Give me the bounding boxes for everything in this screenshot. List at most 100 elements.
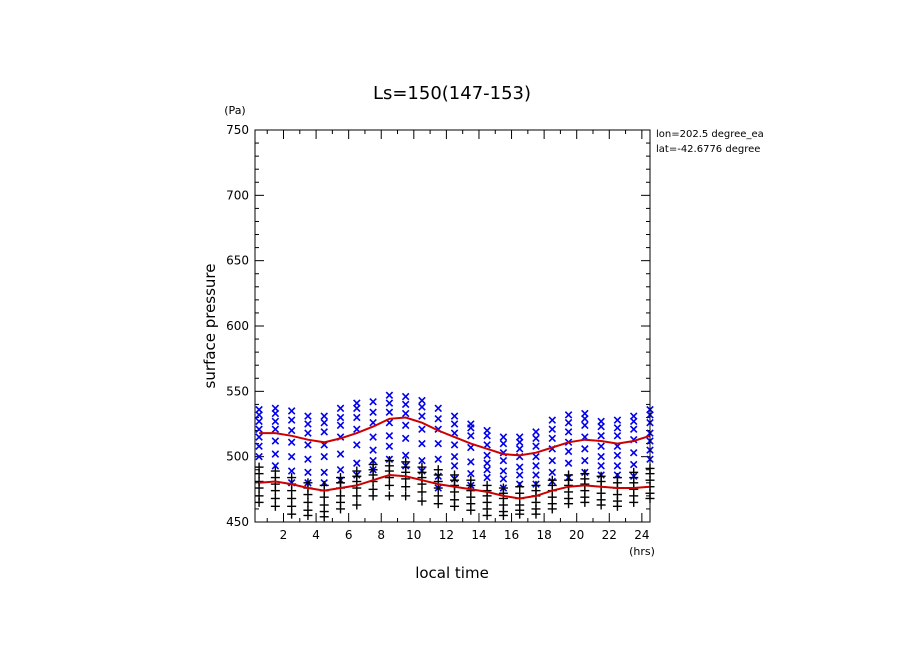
x-marker — [548, 434, 557, 443]
x-marker-stroke — [271, 450, 280, 458]
plus-marker — [482, 510, 492, 520]
x-marker-stroke — [401, 451, 410, 460]
x-marker — [450, 441, 459, 449]
plus-marker — [433, 491, 443, 501]
x-marker — [532, 471, 540, 479]
x-marker-stroke — [499, 439, 508, 448]
x-marker — [418, 412, 426, 420]
x-marker-stroke — [353, 413, 361, 422]
plus-marker — [254, 469, 264, 479]
x-marker-stroke — [304, 441, 312, 449]
x-marker-stroke — [401, 392, 410, 401]
x-marker-stroke — [581, 445, 589, 453]
x-marker — [369, 408, 377, 417]
x-marker — [450, 420, 459, 428]
x-marker — [320, 418, 328, 427]
x-marker-stroke — [385, 442, 394, 450]
plus-marker — [417, 487, 427, 497]
plus-marker — [319, 512, 329, 522]
x-marker — [255, 417, 263, 426]
x-marker-stroke — [515, 463, 524, 471]
x-marker-stroke — [369, 446, 377, 454]
x-marker — [548, 468, 557, 477]
x-marker-stroke — [304, 412, 312, 420]
x-marker-stroke — [499, 475, 508, 483]
x-marker-stroke — [401, 400, 410, 409]
x-marker — [597, 422, 605, 431]
x-marker — [418, 396, 426, 405]
x-marker — [597, 462, 605, 470]
x-marker-stroke — [483, 473, 491, 482]
x-marker-stroke — [629, 460, 638, 469]
x-marker-stroke — [548, 416, 557, 424]
plus-marker — [531, 509, 541, 519]
x-marker — [385, 399, 394, 407]
x-tick-label: 24 — [634, 528, 649, 542]
x-marker-stroke — [499, 456, 508, 465]
x-marker-stroke — [353, 425, 361, 433]
x-marker-stroke — [548, 468, 557, 477]
x-marker — [564, 459, 573, 467]
x-marker — [467, 443, 475, 452]
x-marker-stroke — [418, 456, 426, 465]
x-tick-label: 16 — [504, 528, 519, 542]
x-marker-stroke — [255, 425, 263, 433]
x-marker — [304, 468, 312, 477]
x-marker — [304, 429, 312, 437]
x-marker — [353, 404, 361, 413]
x-marker-stroke — [401, 409, 410, 418]
x-marker — [369, 433, 377, 441]
x-marker-stroke — [483, 451, 491, 460]
x-marker — [401, 434, 410, 443]
plus-marker — [287, 501, 297, 511]
x-marker — [499, 433, 508, 441]
x-marker-stroke — [467, 431, 475, 440]
plus-marker — [596, 500, 606, 510]
plus-marker — [352, 500, 362, 510]
x-marker-stroke — [336, 450, 345, 458]
x-marker — [304, 420, 312, 428]
x-marker-stroke — [467, 424, 475, 432]
x-marker-stroke — [532, 462, 540, 470]
x-marker-stroke — [287, 407, 296, 415]
x-unit-label: (hrs) — [629, 545, 655, 558]
x-marker-stroke — [369, 398, 377, 406]
x-marker-stroke — [548, 434, 557, 443]
x-marker — [483, 431, 491, 440]
plus-marker — [303, 497, 313, 507]
x-marker-stroke — [613, 424, 622, 432]
x-marker — [434, 404, 443, 413]
x-marker-stroke — [564, 428, 573, 436]
x-marker — [434, 439, 443, 448]
x-marker-stroke — [532, 471, 540, 479]
x-marker — [385, 408, 394, 417]
x-marker-stroke — [581, 421, 589, 430]
x-marker-stroke — [287, 452, 296, 461]
x-marker — [499, 456, 508, 465]
x-marker — [255, 433, 263, 441]
plus-marker — [303, 510, 313, 520]
x-tick-label: 10 — [406, 528, 421, 542]
x-marker-stroke — [336, 413, 345, 422]
x-marker-stroke — [564, 418, 573, 427]
y-tick-label: 500 — [226, 450, 249, 464]
x-marker-stroke — [401, 421, 410, 430]
x-marker — [564, 447, 573, 456]
x-marker — [336, 404, 345, 413]
x-marker — [271, 462, 280, 470]
x-marker — [581, 415, 589, 423]
plus-marker — [336, 504, 346, 514]
x-marker — [450, 462, 459, 470]
plus-marker — [450, 487, 460, 497]
x-tick-label: 2 — [280, 528, 288, 542]
x-marker — [564, 411, 573, 419]
plus-marker — [401, 491, 411, 501]
x-marker — [532, 462, 540, 470]
x-marker-stroke — [271, 425, 280, 433]
lon-annotation: lon=202.5 degree_ea — [656, 129, 764, 140]
x-marker-stroke — [255, 433, 263, 441]
x-marker — [597, 452, 605, 461]
x-marker — [353, 413, 361, 422]
x-marker-stroke — [336, 404, 345, 413]
